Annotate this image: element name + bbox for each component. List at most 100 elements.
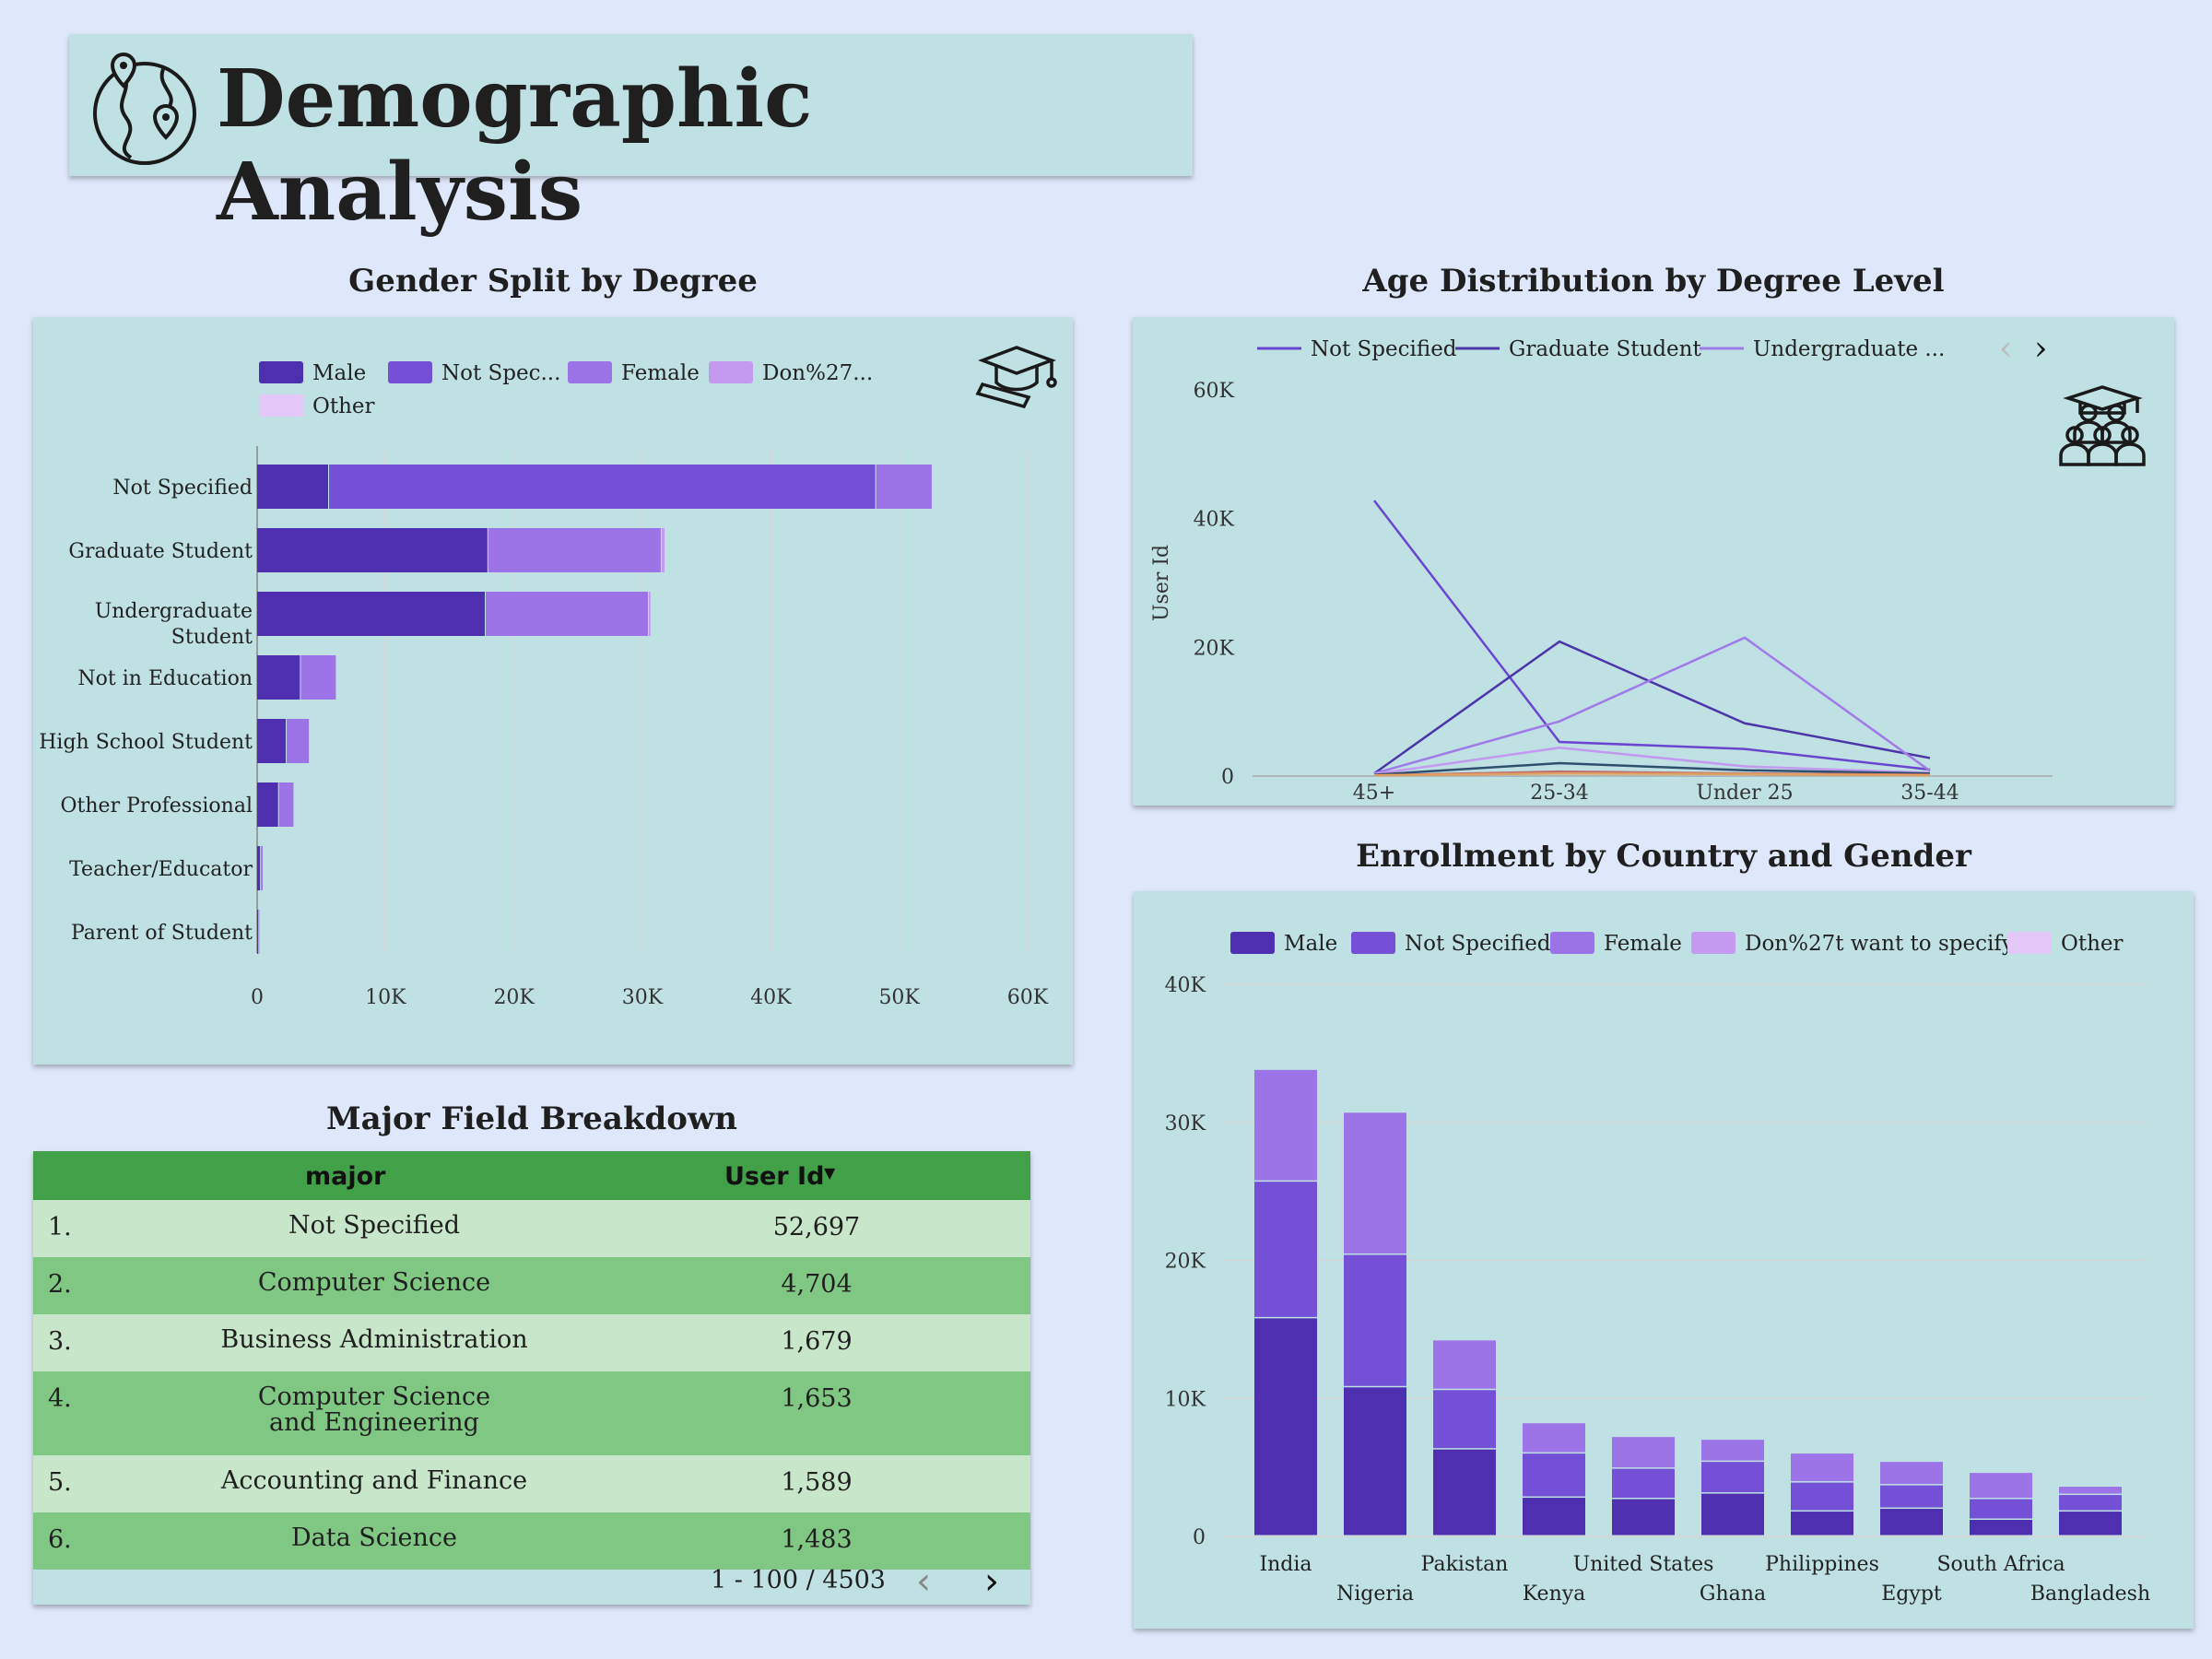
major-cell: Computer Science and Engineering: [257, 1382, 491, 1437]
bar-segment[interactable]: [648, 592, 651, 636]
series-line[interactable]: [1373, 771, 1931, 777]
bar-segment[interactable]: [1791, 1512, 1853, 1535]
legend-item[interactable]: Other: [2061, 932, 2124, 956]
bar-segment[interactable]: [258, 910, 260, 954]
bar-segment[interactable]: [1433, 1449, 1496, 1535]
legend-item[interactable]: Male: [1284, 932, 1337, 956]
x-tick-label: India: [1259, 1553, 1312, 1576]
legend-item[interactable]: Undergraduate ...: [1753, 337, 1945, 361]
bar-segment[interactable]: [329, 465, 876, 509]
x-tick-label: South Africa: [1936, 1553, 2065, 1576]
bar-segment[interactable]: [287, 719, 310, 763]
bar-segment[interactable]: [300, 655, 336, 700]
y-tick-label: Student: [171, 626, 253, 649]
bar-segment[interactable]: [2059, 1512, 2122, 1535]
legend-item[interactable]: Not Specified: [1405, 932, 1551, 956]
legend-item[interactable]: Graduate Student: [1509, 337, 1701, 361]
table-row[interactable]: 1. Not Specified 52,697: [33, 1200, 1030, 1257]
bar-segment[interactable]: [1791, 1482, 1853, 1511]
bar-segment[interactable]: [1433, 1340, 1496, 1389]
bar-segment[interactable]: [257, 846, 261, 890]
bar-segment[interactable]: [1523, 1498, 1585, 1535]
bar-segment[interactable]: [2059, 1495, 2122, 1511]
bar-segment[interactable]: [1612, 1437, 1675, 1468]
y-tick-label: Not in Education: [77, 667, 253, 690]
y-tick-label: 0: [1221, 766, 1234, 789]
bar-segment[interactable]: [1880, 1485, 1943, 1508]
bar-segment[interactable]: [1433, 1390, 1496, 1449]
table-row[interactable]: 5. Accounting and Finance 1,589: [33, 1455, 1030, 1512]
y-tick-label: 10K: [1165, 1388, 1206, 1411]
bar-segment[interactable]: [257, 910, 258, 954]
bar-segment[interactable]: [1254, 1069, 1317, 1181]
bar-segment[interactable]: [1344, 1387, 1406, 1535]
legend-swatch: [388, 361, 432, 383]
bar-segment[interactable]: [257, 592, 486, 636]
bar-segment[interactable]: [1254, 1182, 1317, 1317]
bar-segment[interactable]: [661, 528, 665, 572]
legend-item[interactable]: Male: [312, 361, 366, 385]
bar-segment[interactable]: [1880, 1462, 1943, 1485]
table-row[interactable]: 2. Computer Science 4,704: [33, 1257, 1030, 1314]
x-tick-label: 40K: [750, 986, 792, 1009]
legend-swatch: [259, 394, 303, 417]
series-line[interactable]: [1373, 500, 1931, 771]
bar-segment[interactable]: [1970, 1520, 2032, 1535]
prev-page-icon[interactable]: ‹: [916, 1560, 931, 1603]
bar-segment[interactable]: [1612, 1468, 1675, 1499]
next-page-icon[interactable]: ›: [984, 1560, 999, 1603]
bar-segment[interactable]: [261, 846, 263, 890]
bar-segment[interactable]: [2059, 1487, 2122, 1494]
legend-item[interactable]: Don%27...: [762, 361, 873, 385]
bar-segment[interactable]: [257, 782, 278, 827]
series-line[interactable]: [1373, 640, 1931, 775]
legend-item[interactable]: Not Spec...: [441, 361, 560, 385]
legend-prev-icon[interactable]: ‹: [1999, 330, 2012, 368]
y-tick-label: Teacher/Educator: [69, 858, 253, 881]
legend-item[interactable]: Don%27t want to specify: [1745, 932, 2014, 956]
bar-segment[interactable]: [278, 782, 294, 827]
column-header-user-id[interactable]: User Id: [724, 1162, 825, 1191]
major-cell: Not Specified: [288, 1211, 461, 1240]
bar-segment[interactable]: [1701, 1440, 1764, 1461]
sort-desc-icon[interactable]: ▼: [824, 1164, 836, 1182]
bar-segment[interactable]: [1523, 1423, 1585, 1453]
bar-segment[interactable]: [486, 592, 648, 636]
y-tick-label: Graduate Student: [68, 540, 253, 563]
table-row[interactable]: 4. Computer Science and Engineering 1,653: [33, 1371, 1030, 1455]
bar-segment[interactable]: [1970, 1473, 2032, 1499]
column-header-major[interactable]: major: [305, 1162, 386, 1191]
legend-item[interactable]: Other: [312, 394, 375, 418]
bar-segment[interactable]: [1970, 1499, 2032, 1519]
series-line[interactable]: [1373, 761, 1931, 776]
bar-segment[interactable]: [1254, 1318, 1317, 1535]
table-row[interactable]: 3. Business Administration 1,679: [33, 1314, 1030, 1371]
legend-item[interactable]: Not Specified: [1311, 337, 1457, 361]
bar-segment[interactable]: [1612, 1499, 1675, 1535]
legend-next-icon[interactable]: ›: [2034, 330, 2047, 368]
legend-item[interactable]: Female: [1604, 932, 1682, 956]
bar-segment[interactable]: [257, 655, 300, 700]
bar-segment[interactable]: [257, 528, 488, 572]
y-tick-label: High School Student: [39, 731, 253, 754]
bar-segment[interactable]: [1701, 1462, 1764, 1493]
bar-segment[interactable]: [1701, 1493, 1764, 1535]
globe-location-icon: [93, 52, 196, 165]
series-line[interactable]: [1373, 636, 1931, 775]
table-row[interactable]: 6. Data Science 1,483: [33, 1512, 1030, 1570]
legend-item[interactable]: Female: [621, 361, 700, 385]
bar-segment[interactable]: [488, 528, 661, 572]
y-axis-label: User Id: [1150, 545, 1173, 621]
x-tick-label: 50K: [878, 986, 920, 1009]
bar-segment[interactable]: [876, 465, 932, 509]
page-title: Demographic Analysis: [217, 53, 813, 239]
legend-swatch: [568, 361, 612, 383]
bar-segment[interactable]: [1791, 1453, 1853, 1482]
bar-segment[interactable]: [257, 465, 329, 509]
bar-segment[interactable]: [257, 719, 287, 763]
bar-segment[interactable]: [1344, 1254, 1406, 1386]
bar-segment[interactable]: [1523, 1453, 1585, 1497]
bar-segment[interactable]: [1880, 1509, 1943, 1535]
bar-segment[interactable]: [1344, 1112, 1406, 1254]
series-line[interactable]: [1373, 747, 1931, 776]
